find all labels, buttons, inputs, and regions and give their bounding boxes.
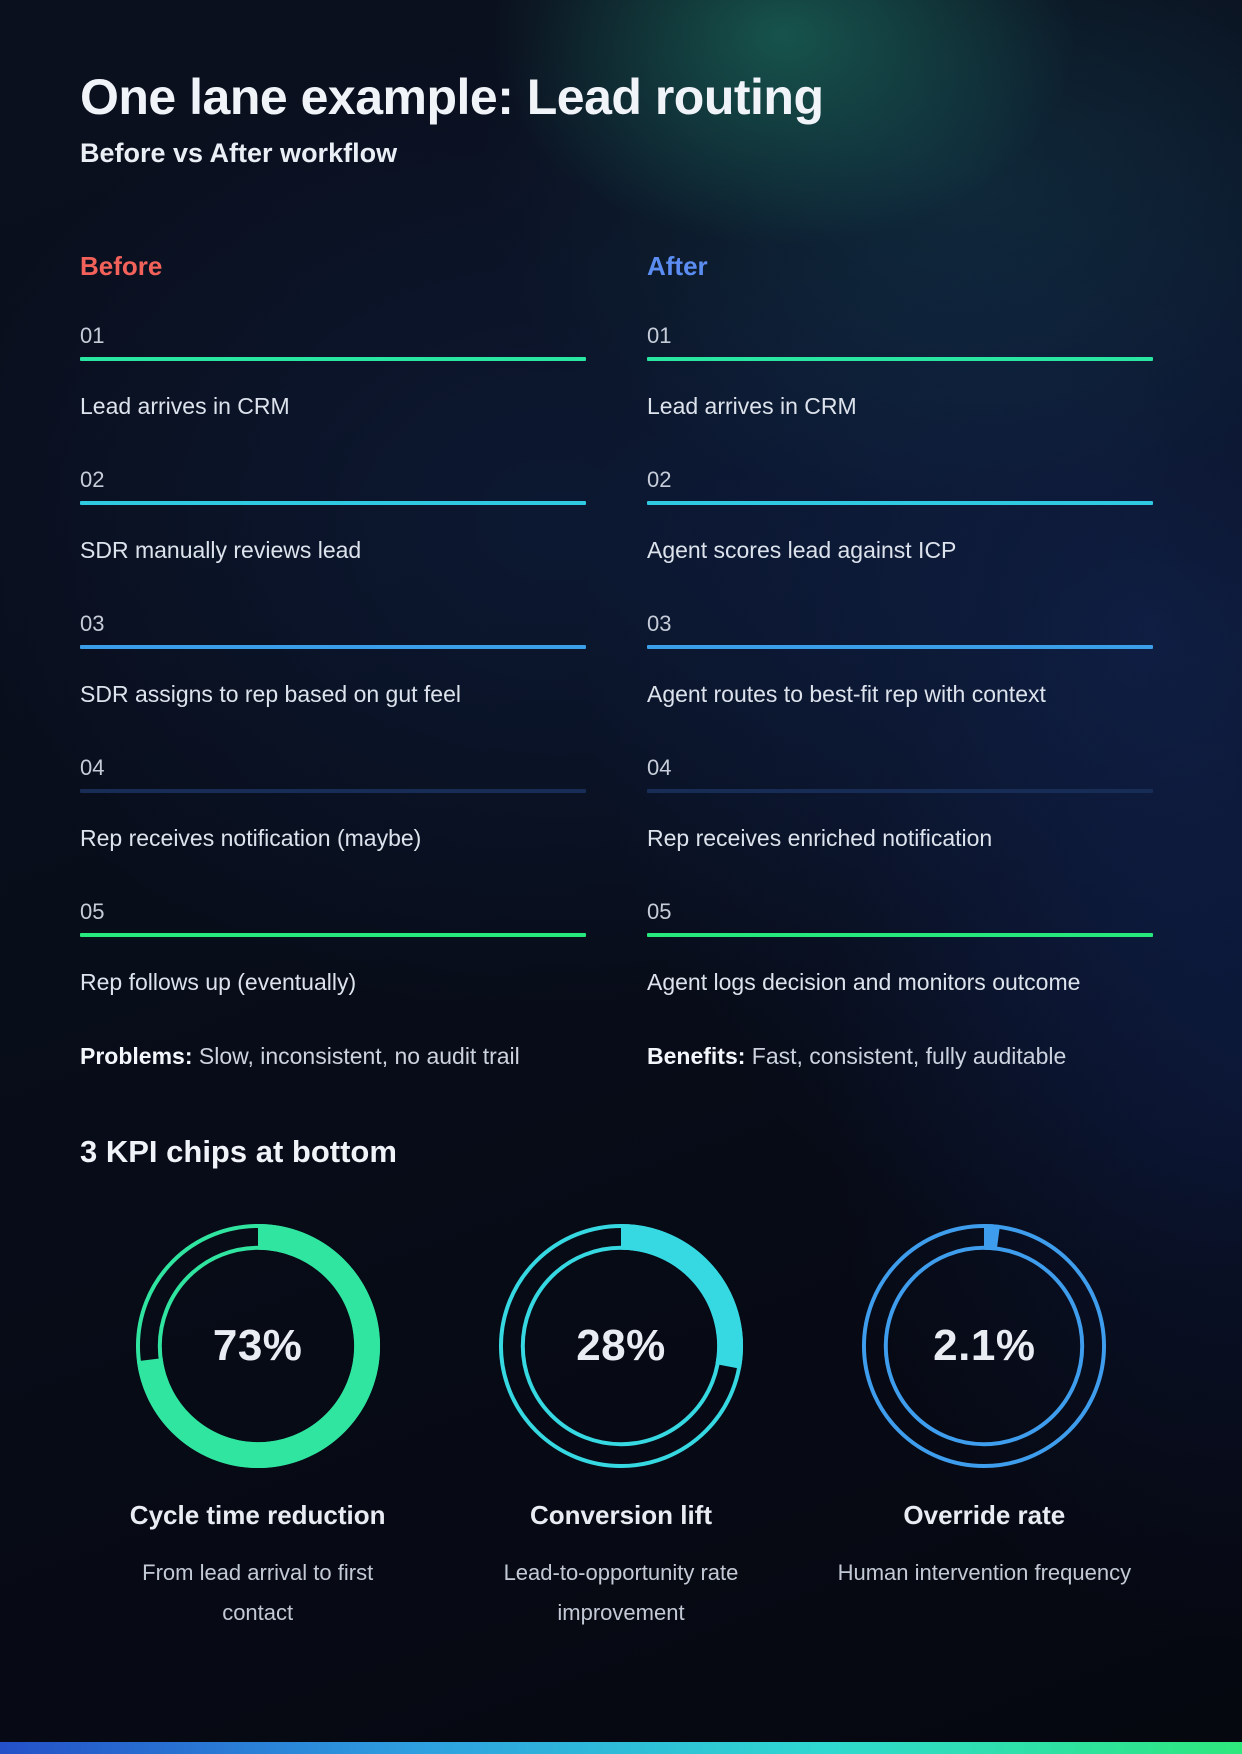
footer-gradient-bar — [0, 1742, 1242, 1754]
step-number: 04 — [80, 755, 105, 780]
step-number: 02 — [647, 467, 672, 492]
kpi-chips-row: 73% Cycle time reduction From lead arriv… — [76, 1222, 1166, 1633]
kpi-value-override-rate: 2.1% — [933, 1321, 1036, 1370]
step-number: 02 — [80, 467, 105, 492]
kpi-chip-conversion-lift: 28% Conversion lift Lead-to-opportunity … — [439, 1222, 802, 1633]
workflow-columns: Before 01 Lead arrives in CRM 02 SDR man… — [80, 252, 1153, 1070]
donut-chart-cycle-time: 73% — [134, 1222, 382, 1470]
step-divider-line — [80, 789, 586, 793]
after-step-5: 05 Agent logs decision and monitors outc… — [647, 898, 1153, 1042]
problems-label: Problems: — [80, 1043, 193, 1069]
page-title: One lane example: Lead routing — [80, 69, 824, 125]
kpi-description-conversion-lift: Lead-to-opportunity rate improvement — [503, 1560, 739, 1625]
page-subtitle: Before vs After workflow — [80, 138, 398, 168]
step-number: 03 — [80, 611, 105, 636]
before-problems: Problems: Slow, inconsistent, no audit t… — [80, 1042, 586, 1070]
after-step-3: 03 Agent routes to best-fit rep with con… — [647, 610, 1153, 754]
step-divider-line — [647, 501, 1153, 505]
step-number: 01 — [80, 323, 105, 348]
kpi-chip-override-rate: 2.1% Override rate Human intervention fr… — [803, 1222, 1166, 1633]
kpi-description-cycle-time: From lead arrival to first contact — [142, 1560, 374, 1625]
benefits-text: Fast, consistent, fully auditable — [745, 1043, 1067, 1069]
step-label: Agent logs decision and monitors outcome — [647, 969, 1081, 995]
step-divider-line — [80, 645, 586, 649]
kpi-title-override-rate: Override rate — [903, 1500, 1066, 1530]
step-label: Lead arrives in CRM — [80, 393, 290, 419]
step-number: 03 — [647, 611, 672, 636]
after-step-2: 02 Agent scores lead against ICP — [647, 466, 1153, 610]
kpi-section-heading: 3 KPI chips at bottom — [80, 1134, 397, 1169]
step-divider-line — [80, 501, 586, 505]
kpi-chip-cycle-time: 73% Cycle time reduction From lead arriv… — [76, 1222, 439, 1633]
step-label: SDR assigns to rep based on gut feel — [80, 681, 462, 707]
kpi-description-override-rate: Human intervention frequency — [837, 1560, 1132, 1585]
step-label: SDR manually reviews lead — [80, 537, 362, 563]
before-heading: Before — [80, 251, 163, 281]
step-number: 05 — [80, 899, 105, 924]
step-label: Rep receives notification (maybe) — [80, 825, 422, 851]
step-number: 01 — [647, 323, 672, 348]
step-label: Agent scores lead against ICP — [647, 537, 957, 563]
step-label: Rep follows up (eventually) — [80, 969, 357, 995]
step-label: Rep receives enriched notification — [647, 825, 993, 851]
before-step-1: 01 Lead arrives in CRM — [80, 322, 586, 466]
donut-ring-conversion-lift — [498, 1223, 744, 1469]
kpi-value-conversion-lift: 28% — [576, 1321, 666, 1370]
step-divider-line — [80, 933, 586, 937]
kpi-value-cycle-time: 73% — [212, 1321, 303, 1370]
after-step-4: 04 Rep receives enriched notification — [647, 754, 1153, 898]
before-step-4: 04 Rep receives notification (maybe) — [80, 754, 586, 898]
donut-ring-cycle-time — [135, 1223, 380, 1469]
after-column: After 01 Lead arrives in CRM 02 Agent sc… — [647, 252, 1153, 1070]
problems-text: Slow, inconsistent, no audit trail — [192, 1043, 520, 1069]
kpi-title-conversion-lift: Conversion lift — [529, 1500, 712, 1530]
step-number: 05 — [647, 899, 672, 924]
before-step-2: 02 SDR manually reviews lead — [80, 466, 586, 610]
kpi-title-cycle-time: Cycle time reduction — [129, 1500, 386, 1530]
after-benefits: Benefits: Fast, consistent, fully audita… — [647, 1042, 1153, 1070]
benefits-label: Benefits: — [647, 1043, 746, 1069]
before-step-5: 05 Rep follows up (eventually) — [80, 898, 586, 1042]
step-divider-line — [647, 789, 1153, 793]
step-label: Lead arrives in CRM — [647, 393, 857, 419]
donut-chart-override-rate: 2.1% — [860, 1222, 1108, 1470]
step-number: 04 — [647, 755, 672, 780]
step-divider-line — [647, 933, 1153, 937]
after-heading: After — [647, 251, 708, 281]
step-divider-line — [647, 645, 1153, 649]
before-step-3: 03 SDR assigns to rep based on gut feel — [80, 610, 586, 754]
donut-chart-conversion-lift: 28% — [497, 1222, 745, 1470]
step-divider-line — [80, 357, 586, 361]
step-label: Agent routes to best-fit rep with contex… — [647, 681, 1046, 707]
donut-ring-override-rate — [862, 1223, 1107, 1469]
before-column: Before 01 Lead arrives in CRM 02 SDR man… — [80, 252, 586, 1070]
after-step-1: 01 Lead arrives in CRM — [647, 322, 1153, 466]
step-divider-line — [647, 357, 1153, 361]
